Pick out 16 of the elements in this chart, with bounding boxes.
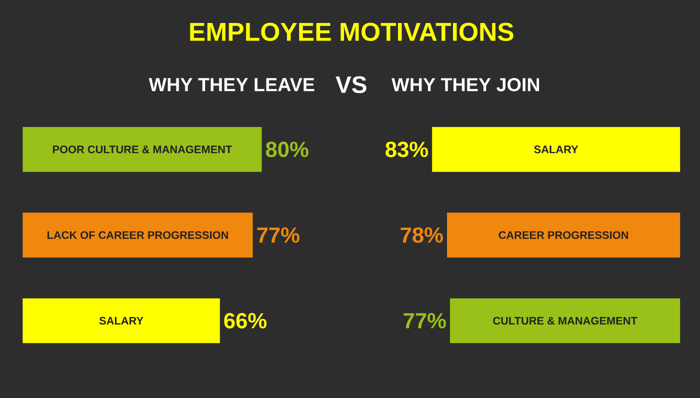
text: EMPLOYEE MOTIVATIONS (190, 22, 514, 41)
text: VS (336, 76, 366, 93)
y-tick-label: CAREER PROGRESSION (498, 231, 628, 239)
data-label: 78% (400, 227, 443, 243)
data-label: 77% (257, 227, 300, 243)
y-tick-label: POOR CULTURE & MANAGEMENT (52, 145, 232, 154)
y-tick-label: SALARY (99, 316, 144, 324)
y-tick-label: LACK OF CAREER PROGRESSION (47, 231, 228, 239)
y-tick-label: CULTURE & MANAGEMENT (493, 316, 638, 324)
data-label: 83% (386, 141, 428, 157)
chart-subtitle: WHY THEY LEAVE (148, 78, 314, 91)
data-label: 77% (404, 312, 446, 328)
data-label: 66% (224, 312, 267, 328)
y-tick-label: SALARY (534, 145, 578, 154)
chart-subtitle: WHY THEY JOIN (392, 78, 540, 92)
data-label: 80% (266, 141, 308, 157)
